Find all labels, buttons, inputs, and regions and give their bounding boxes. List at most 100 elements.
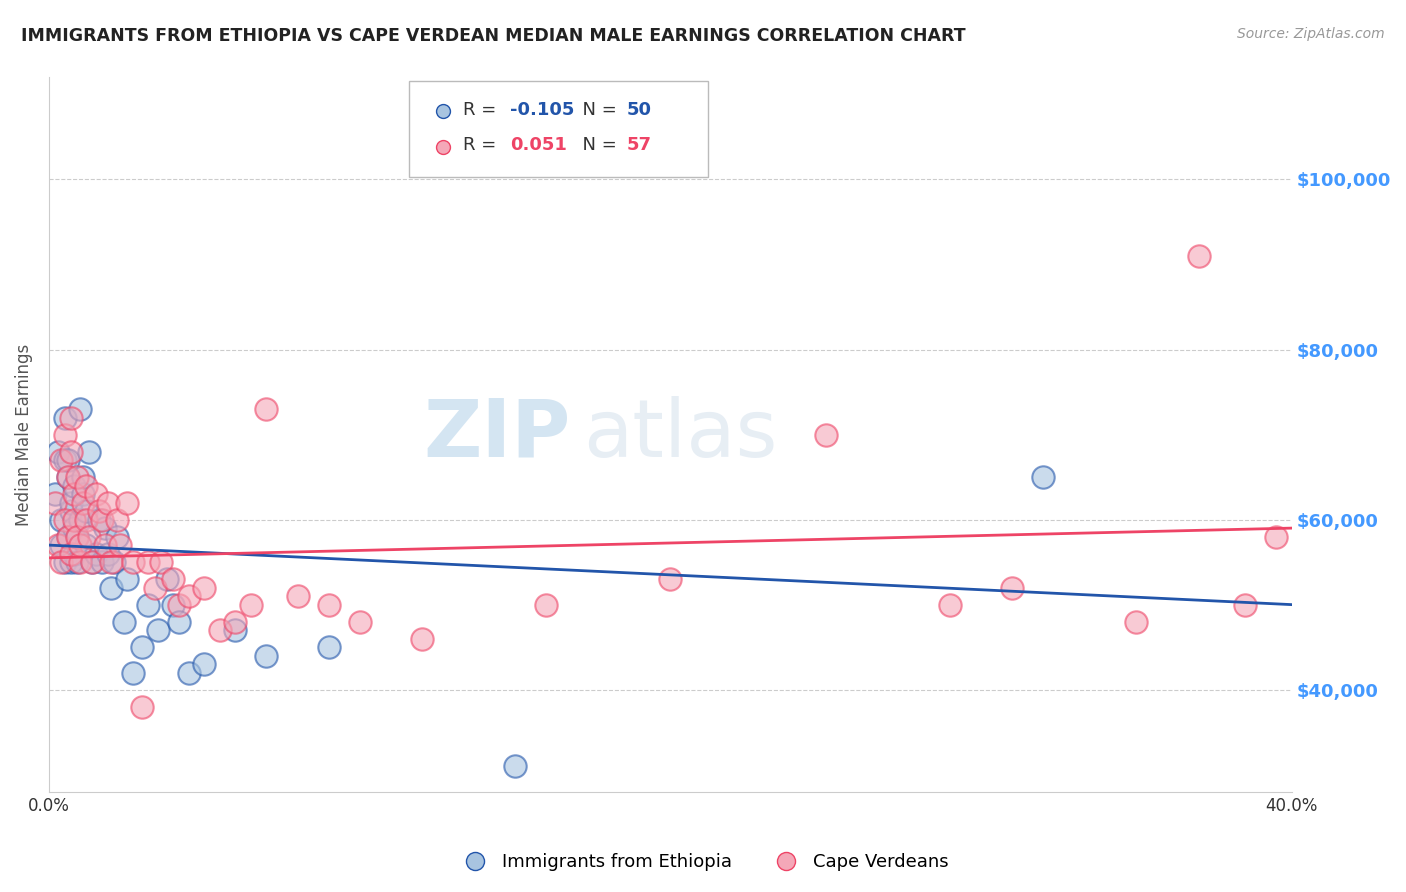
Point xyxy=(193,657,215,672)
Point xyxy=(44,495,66,509)
Text: R =: R = xyxy=(463,101,502,119)
Point xyxy=(1187,249,1209,263)
Point xyxy=(69,513,91,527)
Point xyxy=(256,648,278,663)
Point xyxy=(115,495,138,509)
Point xyxy=(72,487,94,501)
Point xyxy=(90,555,112,569)
Text: Source: ZipAtlas.com: Source: ZipAtlas.com xyxy=(1237,27,1385,41)
Point xyxy=(90,513,112,527)
Point xyxy=(1125,615,1147,629)
Point xyxy=(63,478,86,492)
Point xyxy=(82,555,104,569)
Point xyxy=(69,555,91,569)
Text: 0.051: 0.051 xyxy=(510,136,567,154)
Point xyxy=(287,589,309,603)
Point xyxy=(659,572,682,586)
Point xyxy=(146,623,169,637)
Point xyxy=(105,513,128,527)
Point xyxy=(66,530,89,544)
Point xyxy=(162,598,184,612)
Point xyxy=(193,581,215,595)
Text: N =: N = xyxy=(571,101,623,119)
Point xyxy=(82,555,104,569)
Point xyxy=(169,615,191,629)
Point xyxy=(79,444,101,458)
Point xyxy=(349,615,371,629)
Point xyxy=(53,427,76,442)
Point xyxy=(1234,598,1257,612)
Point xyxy=(814,427,837,442)
Point xyxy=(66,555,89,569)
Point xyxy=(318,598,340,612)
Point xyxy=(143,581,166,595)
Point xyxy=(224,623,246,637)
Point xyxy=(97,495,120,509)
Point xyxy=(115,572,138,586)
Point xyxy=(100,555,122,569)
Point xyxy=(66,530,89,544)
Point xyxy=(63,513,86,527)
Point xyxy=(46,444,69,458)
FancyBboxPatch shape xyxy=(409,81,707,178)
Point xyxy=(75,478,97,492)
Point xyxy=(94,521,117,535)
Point xyxy=(84,547,107,561)
Point xyxy=(51,538,73,552)
Point xyxy=(46,538,69,552)
Text: IMMIGRANTS FROM ETHIOPIA VS CAPE VERDEAN MEDIAN MALE EARNINGS CORRELATION CHART: IMMIGRANTS FROM ETHIOPIA VS CAPE VERDEAN… xyxy=(21,27,966,45)
Point xyxy=(121,555,143,569)
Point xyxy=(59,444,82,458)
Point xyxy=(112,615,135,629)
Point xyxy=(1265,530,1288,544)
Y-axis label: Median Male Earnings: Median Male Earnings xyxy=(15,343,32,525)
Text: atlas: atlas xyxy=(583,395,778,474)
Point xyxy=(53,410,76,425)
Point xyxy=(84,487,107,501)
Point xyxy=(66,470,89,484)
Text: ZIP: ZIP xyxy=(423,395,571,474)
Point xyxy=(239,598,262,612)
Point xyxy=(1032,470,1054,484)
Text: N =: N = xyxy=(571,136,623,154)
Point xyxy=(53,513,76,527)
Point xyxy=(56,453,79,467)
Legend: Immigrants from Ethiopia, Cape Verdeans: Immigrants from Ethiopia, Cape Verdeans xyxy=(450,847,956,879)
Point xyxy=(63,521,86,535)
Point xyxy=(44,487,66,501)
Point xyxy=(72,470,94,484)
Point xyxy=(51,555,73,569)
Point xyxy=(121,665,143,680)
Point xyxy=(69,538,91,552)
Point xyxy=(149,555,172,569)
Point xyxy=(105,530,128,544)
Point xyxy=(59,555,82,569)
Point xyxy=(131,699,153,714)
Point xyxy=(75,513,97,527)
Point xyxy=(87,513,110,527)
Point xyxy=(411,632,433,646)
Point xyxy=(75,504,97,518)
Point xyxy=(97,547,120,561)
Point xyxy=(503,759,526,773)
Point xyxy=(69,402,91,417)
Point xyxy=(53,453,76,467)
Point xyxy=(79,530,101,544)
Point xyxy=(75,538,97,552)
Point xyxy=(51,453,73,467)
Point xyxy=(208,623,231,637)
Point xyxy=(224,615,246,629)
Point xyxy=(1001,581,1024,595)
Point xyxy=(59,547,82,561)
Point xyxy=(59,410,82,425)
Point xyxy=(59,504,82,518)
Text: 50: 50 xyxy=(627,101,652,119)
Point xyxy=(94,538,117,552)
Point xyxy=(63,487,86,501)
Point xyxy=(56,470,79,484)
Text: -0.105: -0.105 xyxy=(510,101,575,119)
Point xyxy=(63,547,86,561)
Point xyxy=(103,555,125,569)
Text: R =: R = xyxy=(463,136,508,154)
Point xyxy=(110,538,132,552)
